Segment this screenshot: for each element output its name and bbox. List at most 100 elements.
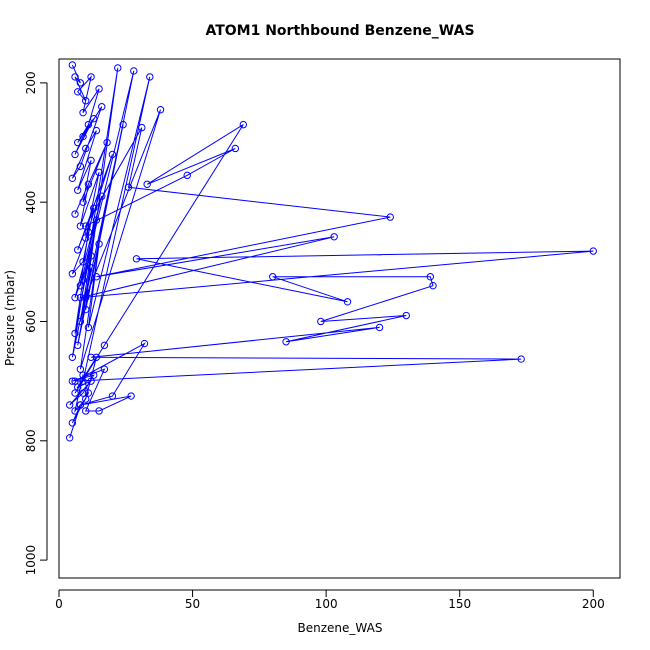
data-point [68,353,77,361]
data-point [65,401,74,409]
data-point [74,383,82,391]
data-point [87,73,95,81]
plot-area [58,58,621,579]
series-layer [65,61,597,442]
x-tick-label: 150 [448,597,471,611]
x-tick-label: 50 [185,597,200,611]
data-point [100,365,109,373]
series-line [69,64,594,438]
data-point [92,273,101,281]
data-point [108,392,117,400]
data-point [90,371,98,379]
data-point [68,174,77,183]
data-point [92,216,101,224]
data-point [82,97,90,105]
data-point [79,276,87,284]
data-point [87,377,95,385]
data-point [87,252,95,260]
data-point [71,73,79,81]
data-point [82,395,90,403]
data-point [156,106,165,114]
data-point [114,64,122,72]
data-point [76,293,85,302]
data-point [95,168,103,177]
data-point [76,281,85,290]
data-point [79,371,87,379]
data-point [71,389,79,397]
data-point [517,355,525,363]
data-point [74,341,82,350]
data-point [71,150,79,159]
data-point [82,305,90,314]
data-point [71,293,79,302]
data-point [79,389,87,397]
data-point [146,73,154,81]
data-point [90,114,98,123]
data-point [82,222,90,230]
data-point [76,222,85,230]
data-point [138,123,146,132]
data-point [429,281,437,290]
data-point [87,156,95,165]
data-point [108,150,117,159]
data-point [98,192,106,200]
data-point [92,126,101,135]
data-point [426,273,435,281]
data-point [95,240,103,248]
data-point [132,255,141,263]
y-axis-label: Pressure (mbar) [3,270,17,366]
data-point [143,180,151,188]
data-point [68,61,77,69]
data-point [87,264,95,272]
data-point [239,120,248,129]
data-point [330,233,338,241]
x-tick-label: 200 [582,597,605,611]
data-point [76,365,85,373]
y-tick-label: 400 [24,191,38,214]
x-axis-label: Benzene_WAS [298,621,383,635]
data-point [71,377,79,385]
data-point [87,353,95,361]
data-point [74,246,82,254]
data-point [130,67,138,75]
data-point [589,247,597,255]
data-point [402,311,410,320]
data-point [84,323,93,332]
data-point [124,183,133,191]
x-tick-label: 100 [315,597,338,611]
data-point [100,341,109,350]
data-point [79,132,87,141]
y-tick-label: 800 [24,429,38,452]
data-point [71,210,79,218]
data-point [183,171,191,180]
data-point [119,120,127,129]
data-point [74,138,82,147]
data-point [95,85,103,93]
x-axis: 0 50 100 150 200 [55,589,605,611]
data-point [84,120,93,129]
data-point [140,339,149,348]
data-point [79,258,87,266]
data-point [82,144,90,153]
data-point [84,180,93,188]
y-tick-label: 600 [24,310,38,333]
data-point [76,162,85,171]
data-point [71,407,79,415]
chart-title: ATOM1 Northbound Benzene_WAS [205,23,474,39]
x-tick-label: 0 [55,597,63,611]
data-point [82,234,90,242]
y-axis: 200 400 600 800 1000 [24,71,48,576]
data-point [386,213,394,221]
data-point [79,108,87,117]
data-point [68,270,77,278]
y-tick-label: 1000 [24,545,38,576]
data-point [269,273,277,281]
data-point [98,103,106,111]
data-point [231,144,240,153]
data-point [84,228,93,236]
data-point [79,198,87,206]
data-point [68,377,77,385]
data-point [95,407,103,415]
data-point [127,392,135,400]
